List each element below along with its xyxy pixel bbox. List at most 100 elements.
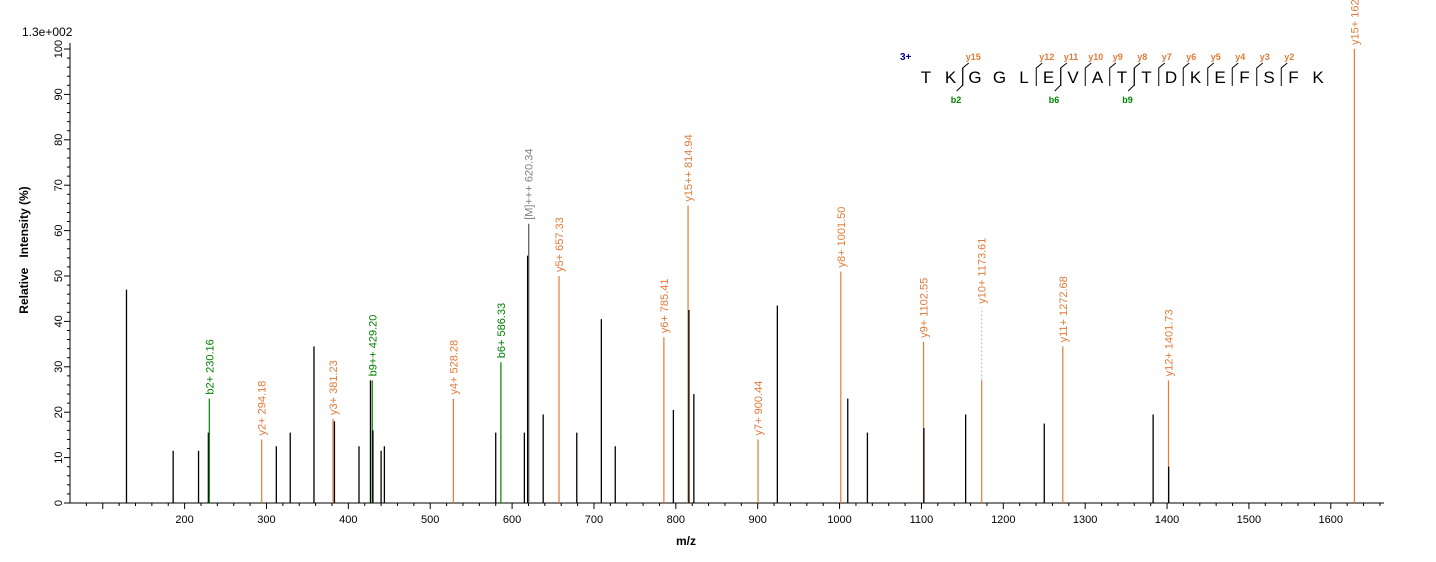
y-fragment-label: y11	[1064, 52, 1079, 62]
y-tick-label: 60	[53, 224, 65, 236]
residue: L	[1019, 68, 1028, 87]
axis-ticks: 200 300 400 500 600 700 800 900 1000 1100 1200 1300…	[53, 40, 1381, 526]
b-fragment-label: b2	[951, 95, 962, 105]
y-fragment-bracket	[1256, 62, 1264, 86]
y-tick-label: 80	[53, 134, 65, 146]
x-tick-label: 700	[585, 514, 603, 526]
peak-label: y11+ 1272.68	[1058, 276, 1070, 342]
x-axis-label: m/z	[676, 534, 696, 548]
y-fragment-label: y8	[1137, 52, 1147, 62]
peak-label: y15+ 1628.82	[1349, 0, 1361, 45]
b-fragment-bracket	[1127, 68, 1135, 92]
y-axis-title: Relative Intensity (%)	[17, 186, 31, 313]
y-tick-label: 50	[53, 270, 65, 282]
y-fragment-label: y2	[1284, 52, 1294, 62]
residue: F	[1239, 68, 1249, 87]
y-fragment-label: y7	[1162, 52, 1172, 62]
x-tick-label: 300	[257, 514, 275, 526]
y-axis-label: Relative Intensity (%)	[17, 186, 31, 313]
peak-label: y5+ 657.33	[554, 217, 566, 272]
peak-labels: b2+ 230.16 y2+ 294.18 y3+ 381.23 b9++ 429.2…	[204, 0, 1361, 435]
y-fragment-bracket	[1207, 62, 1215, 86]
peak-label: b2+ 230.16	[204, 339, 216, 394]
y-fragment-label: y4	[1235, 52, 1245, 62]
axes	[69, 43, 1384, 504]
y-tick-label: 20	[53, 406, 65, 418]
residue: G	[993, 68, 1006, 87]
y-fragment-label: y9	[1113, 52, 1123, 62]
x-tick-label: 500	[421, 514, 439, 526]
peak-label: b6+ 586.33	[496, 303, 508, 358]
x-tick-label: 900	[749, 514, 767, 526]
peak-label: y2+ 294.18	[257, 381, 269, 436]
y-fragment-bracket	[1035, 62, 1043, 86]
y-fragment-bracket	[1182, 62, 1190, 86]
peak-label: y4+ 528.28	[448, 340, 460, 395]
peak-label: y15++ 814.94	[683, 134, 695, 201]
b-fragment-label: b9	[1122, 95, 1133, 105]
y-tick-label: 30	[53, 361, 65, 373]
residue: S	[1263, 68, 1274, 87]
peak-label: y6+ 785.41	[659, 279, 671, 334]
residue: T	[1117, 68, 1127, 87]
residue: A	[1092, 68, 1104, 87]
y-fragment-bracket	[1109, 62, 1117, 86]
peak-label: y9+ 1102.55	[919, 278, 931, 338]
peak-label: b9++ 429.20	[367, 315, 379, 377]
x-tick-label: 1500	[1237, 514, 1261, 526]
x-tick-label: 1100	[910, 514, 934, 526]
y-fragment-label: y12	[1039, 52, 1054, 62]
y-tick-label: 40	[53, 315, 65, 327]
y-tick-label: 0	[53, 500, 65, 506]
peak-label: y12+ 1401.73	[1163, 309, 1175, 376]
x-tick-label: 1000	[827, 514, 851, 526]
residue: D	[1165, 68, 1177, 87]
x-tick-label: 1600	[1319, 514, 1343, 526]
residue: E	[1214, 68, 1225, 87]
x-tick-label: 1400	[1155, 514, 1179, 526]
residue: G	[968, 68, 981, 87]
residue: K	[1190, 68, 1202, 87]
peak-label: y3+ 381.23	[328, 360, 340, 415]
b-fragment-label: b6	[1049, 95, 1060, 105]
y-fragment-bracket	[1280, 62, 1288, 86]
y-fragment-label: y6	[1186, 52, 1196, 62]
x-tick-label: 600	[503, 514, 521, 526]
x-tick-label: 1200	[991, 514, 1015, 526]
x-tick-label: 200	[175, 514, 193, 526]
residue: T	[921, 68, 931, 87]
peak-label: y8+ 1001.50	[836, 207, 848, 268]
residue: K	[1312, 68, 1324, 87]
peak-label: y7+ 900.44	[753, 381, 765, 436]
b-fragment-bracket	[956, 68, 964, 92]
y-fragment-label: y3	[1260, 52, 1270, 62]
charge-state: 3+	[900, 52, 912, 63]
x-tick-label: 400	[339, 514, 357, 526]
y-tick-label: 70	[53, 179, 65, 191]
y-fragment-bracket	[1060, 62, 1068, 86]
y-fragment-bracket	[1133, 62, 1141, 86]
intensity-scale-label: 1.3e+002	[22, 25, 73, 39]
peak-label: [M]+++ 620.34	[524, 149, 536, 220]
residue: V	[1067, 68, 1079, 87]
b-fragment-bracket	[1054, 68, 1062, 92]
y-fragment-label: y15	[966, 52, 981, 62]
y-tick-label: 90	[53, 88, 65, 100]
peaks	[125, 49, 1355, 503]
residue: T	[1141, 68, 1151, 87]
y-fragment-label: y5	[1211, 52, 1221, 62]
y-fragment-bracket	[1084, 62, 1092, 86]
residue: K	[945, 68, 957, 87]
y-fragment-bracket	[1158, 62, 1166, 86]
y-fragment-label: y10	[1088, 52, 1103, 62]
residue: F	[1288, 68, 1298, 87]
y-tick-label: 100	[53, 40, 65, 58]
residue: E	[1043, 68, 1054, 87]
x-tick-label: 800	[667, 514, 685, 526]
peak-label: y10+ 1173.61	[977, 238, 989, 304]
y-fragment-bracket	[1231, 62, 1239, 86]
y-tick-label: 10	[53, 451, 65, 463]
x-tick-label: 1300	[1073, 514, 1097, 526]
